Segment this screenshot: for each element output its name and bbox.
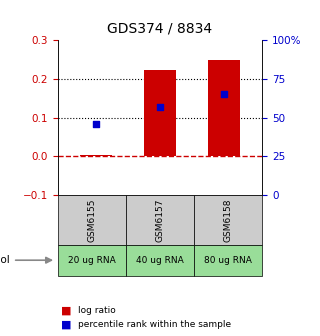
Text: protocol: protocol	[0, 255, 10, 265]
Text: GSM6157: GSM6157	[156, 198, 164, 242]
Text: ■: ■	[61, 319, 71, 329]
Bar	[80, 155, 112, 156]
Point	[157, 104, 163, 110]
Text: 80 ug RNA: 80 ug RNA	[204, 256, 252, 265]
Text: GDS374 / 8834: GDS374 / 8834	[108, 22, 212, 36]
Text: ■: ■	[61, 306, 71, 316]
Bar	[208, 60, 240, 156]
Text: percentile rank within the sample: percentile rank within the sample	[78, 320, 232, 329]
Text: GSM6158: GSM6158	[224, 198, 233, 242]
Text: log ratio: log ratio	[78, 306, 116, 315]
Text: 20 ug RNA: 20 ug RNA	[68, 256, 116, 265]
Text: 40 ug RNA: 40 ug RNA	[136, 256, 184, 265]
Point	[93, 121, 99, 126]
Text: GSM6155: GSM6155	[87, 198, 96, 242]
Point	[221, 92, 227, 97]
Bar	[144, 71, 176, 156]
